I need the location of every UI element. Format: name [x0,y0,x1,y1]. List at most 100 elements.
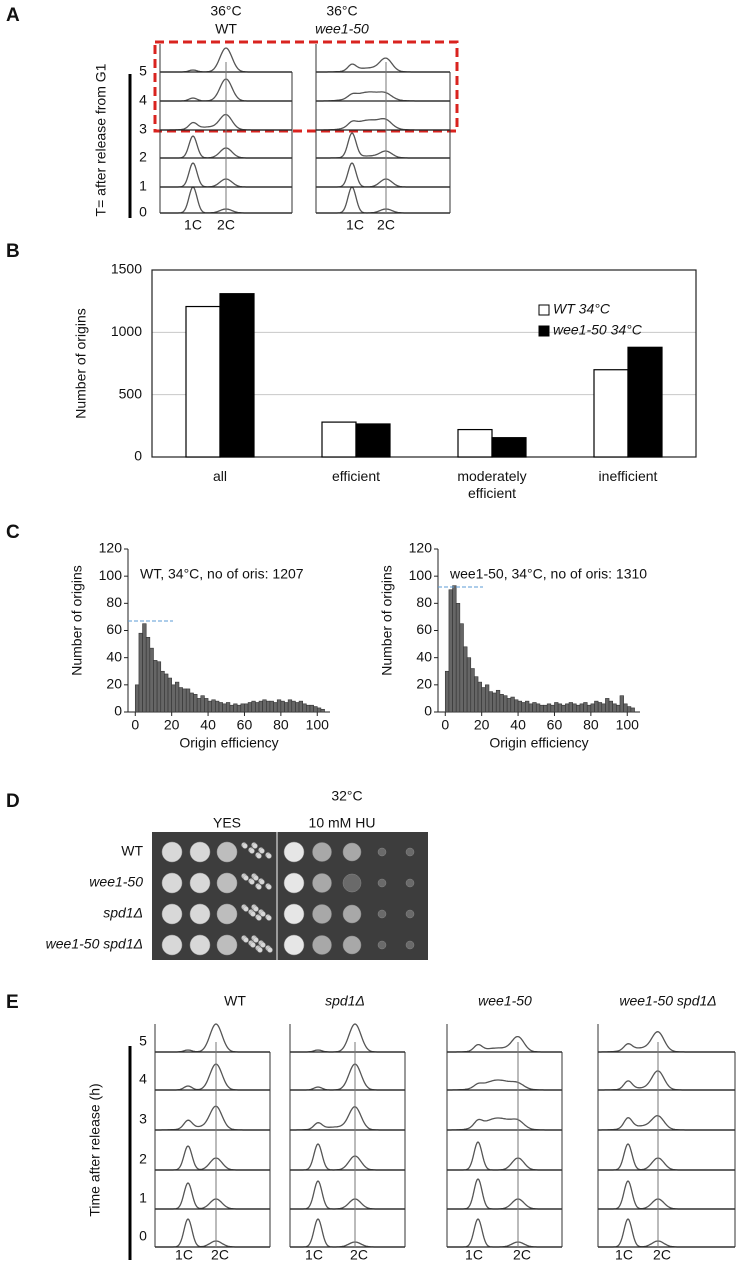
histogram-bar [565,703,570,713]
profile-curve [316,186,450,214]
histogram-bar [561,704,566,713]
histogram-bar [291,700,296,713]
histogram-bar [590,703,595,713]
histogram-bar [601,703,606,713]
strain-label: wee1-50 [315,21,369,37]
profile-curve [598,1180,735,1210]
colony [256,915,262,921]
histogram-bar [594,700,599,713]
colony [161,934,183,956]
x-tick-label: 100 [306,717,330,733]
histogram-bar [229,704,234,713]
profile-curve [290,1143,405,1171]
legend-swatch [538,304,550,316]
strain-label: WT [224,993,246,1009]
y-axis-label: Number of origins [73,308,89,419]
histogram-bar [313,706,318,713]
histogram-bar [266,700,271,713]
histogram-bar [225,702,231,713]
histogram-bar [608,700,614,713]
histogram-bar [295,702,300,713]
strain-label: wee1-50 [89,874,143,890]
colony [243,906,249,912]
dna-label: 2C [350,1247,368,1263]
histogram-bar [619,695,624,713]
histogram-bar [576,704,581,713]
colony [377,847,387,857]
temp-label: 36°C [326,3,357,19]
panel-letter: A [6,5,20,26]
histogram-bar [233,703,238,713]
histogram-bar [167,677,172,713]
histogram-bar [160,670,165,713]
histogram-bar [207,700,213,713]
colony [189,872,211,894]
histogram-bar [485,684,490,713]
profile-curve [598,1115,735,1131]
colony [312,935,332,955]
histogram-bar [189,692,194,713]
x-tick-label: 60 [237,717,253,733]
histogram-bar [444,670,450,713]
strain-label: wee1-50 spd1Δ [46,936,143,952]
histogram-bar [251,700,256,713]
histogram-bar [138,632,143,713]
chart-title: WT, 34°C, no of oris: 1207 [140,566,304,582]
histogram-bar [284,702,289,713]
x-tick-label: 80 [273,717,289,733]
x-tick-label: 80 [583,717,599,733]
histogram-bar [287,699,293,713]
histogram-bar [616,704,621,713]
strain-label: wee1-50 spd1Δ [619,993,716,1009]
time-label: 5 [139,63,147,79]
colony [259,848,265,854]
colony [266,915,272,921]
histogram-bar [495,689,501,713]
bar [593,369,629,458]
colony [161,903,183,925]
histogram-bar [543,704,548,713]
colony [250,942,256,948]
y-tick-label: 100 [409,567,433,583]
colony [312,904,332,924]
time-label: 4 [139,92,147,108]
colony [266,884,272,890]
histogram-bar [630,707,635,713]
histogram-bar [539,704,544,713]
histogram-bar [448,589,453,713]
histogram-bar [503,695,508,713]
panel-letter: C [6,522,20,543]
profile-curve [316,91,450,102]
colony [377,878,387,888]
x-tick-label: 40 [510,717,526,733]
panel-letter: B [6,241,20,262]
histogram-bar [222,703,227,713]
time-label: 3 [139,1111,147,1127]
colony [405,909,415,919]
temp-label: 36°C [210,3,241,19]
profile-curve [316,162,450,188]
colony [189,903,211,925]
y-tick-label: 20 [416,676,432,692]
colony [216,903,238,925]
colony [342,935,362,955]
strain-label: WT [215,21,237,37]
bar [321,421,357,458]
time-label: 3 [139,121,147,137]
profile-curve [290,1106,405,1131]
histogram-bar [612,703,617,713]
histogram-bar [149,647,154,713]
y-tick-label: 100 [99,567,123,583]
histogram-bar [258,700,263,713]
colony [259,879,265,885]
colony [260,911,266,917]
colony [256,884,262,890]
colony [243,937,249,943]
legend-label: WT 34°C [553,301,611,317]
colony [216,872,238,894]
histogram-bar [626,706,632,713]
histogram-bar [156,661,162,713]
bar [185,305,221,458]
histogram-bar [455,603,461,713]
colony [189,841,211,863]
